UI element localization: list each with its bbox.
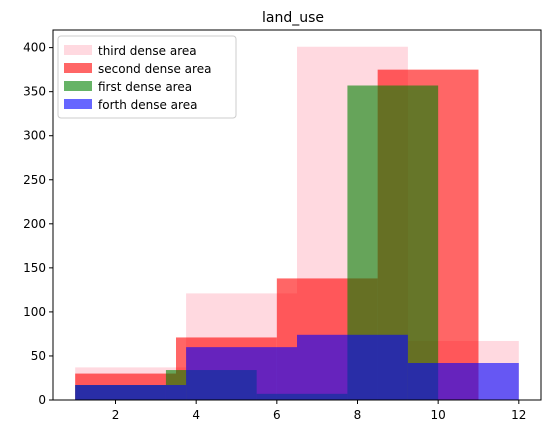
chart-title: land_use bbox=[262, 10, 324, 26]
legend-label: third dense area bbox=[98, 44, 197, 58]
y-tick-label: 250 bbox=[23, 173, 46, 187]
x-tick-label: 12 bbox=[511, 408, 526, 422]
x-tick-label: 4 bbox=[192, 408, 200, 422]
histogram-bar bbox=[75, 385, 187, 400]
legend: third dense area second dense area first d… bbox=[57, 35, 237, 119]
y-tick-label: 50 bbox=[31, 349, 46, 363]
histogram-bar bbox=[407, 363, 519, 400]
y-tick-label: 400 bbox=[23, 41, 46, 55]
legend-label: forth dense area bbox=[98, 98, 197, 112]
x-tick-label: 6 bbox=[273, 408, 281, 422]
plot-frame bbox=[52, 29, 542, 401]
axes-layer: 2 4 6 8 10 12 0 50 100 150 200 250 300 350 400 bbox=[23, 29, 542, 422]
x-tick-label: 8 bbox=[354, 408, 362, 422]
bars-layer bbox=[75, 46, 519, 401]
y-tick-label: 300 bbox=[23, 129, 46, 143]
x-tick-label: 10 bbox=[431, 408, 446, 422]
legend-swatch bbox=[64, 45, 92, 55]
histogram-bar bbox=[297, 334, 408, 400]
legend-swatch bbox=[64, 63, 92, 73]
y-tick-label: 0 bbox=[38, 393, 46, 407]
legend-swatch bbox=[64, 99, 92, 109]
x-tick-label: 2 bbox=[112, 408, 120, 422]
legend-swatch bbox=[64, 81, 92, 91]
y-tick-label: 350 bbox=[23, 85, 46, 99]
histogram-bar bbox=[186, 347, 297, 400]
y-tick-label: 150 bbox=[23, 261, 46, 275]
legend-box bbox=[57, 35, 237, 119]
legend-label: second dense area bbox=[98, 62, 211, 76]
legend-label: first dense area bbox=[98, 80, 192, 94]
y-tick-label: 100 bbox=[23, 305, 46, 319]
y-tick-label: 200 bbox=[23, 217, 46, 231]
